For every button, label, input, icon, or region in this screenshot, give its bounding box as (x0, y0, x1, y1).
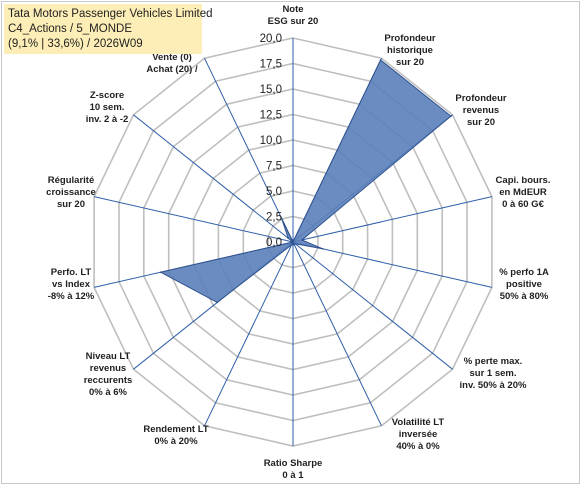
series-point (293, 244, 296, 246)
series-point (294, 243, 297, 245)
tick-label: 15,0 (260, 84, 282, 96)
series-area (159, 59, 452, 303)
series-point (292, 241, 294, 243)
axis-label-line: historique (387, 45, 433, 56)
series-point (322, 248, 324, 250)
axis-label-line: Vente (0) (152, 52, 192, 63)
axis-label-line: inversée (399, 429, 438, 440)
axis-label-line: Profondeur (384, 33, 435, 44)
axis-label-line: -8% à 12% (48, 291, 95, 302)
axis-label-line: Volatilité LT (392, 417, 445, 428)
axis-spoke (93, 196, 294, 243)
tick-label: 7,5 (266, 161, 282, 173)
axis-label-line: 0 à 1 (282, 470, 304, 481)
axis-label-line: inv. 2 à -2 (86, 114, 129, 125)
tick-label: 0,0 (266, 237, 282, 249)
axis-label-line: Ratio Sharpe (264, 458, 323, 469)
tick-label: 10,0 (260, 135, 282, 147)
series-point (290, 244, 293, 246)
axis-label-line: Rendement LT (143, 424, 208, 435)
axis-label-line: 0% à 20% (154, 436, 198, 447)
axis-label-line: sur 20 (57, 199, 85, 210)
axis-spoke (292, 196, 493, 243)
axis-spoke (292, 241, 453, 370)
axis-label-line: sur 1 sem. (470, 368, 517, 379)
axis-label-line: Régularité (48, 175, 94, 186)
axis-label-line: positive (506, 279, 542, 290)
axis-label-line: Profondeur (455, 93, 506, 104)
axis-label-line: 0% à 6% (89, 387, 128, 398)
series-point (450, 115, 452, 117)
series-point (280, 217, 283, 219)
axis-label-line: 10 sem. (90, 102, 125, 113)
axis-label-line: croissance (46, 187, 96, 198)
tick-label: 5,0 (266, 186, 282, 198)
axis-label-line: revenus (90, 363, 126, 374)
axis-label-line: sur 20 (396, 57, 424, 68)
axis-label-line: revenus (463, 105, 499, 116)
axis-label-line: Niveau LT (86, 351, 131, 362)
axis-label-line: ESG sur 20 (268, 16, 319, 27)
axis-label-line: Capi. bours. (496, 175, 551, 186)
tick-label: 20,0 (260, 33, 282, 45)
axis-spoke (204, 241, 294, 427)
portfolio-category: C4_Actions / 5_MONDE (8, 23, 132, 35)
series-point (301, 239, 303, 241)
company-name: Tata Motors Passenger Vehicles Limited (8, 8, 213, 20)
series-point (287, 237, 290, 239)
axis-label-line: Z-score (90, 90, 124, 101)
axis-label-line: 50% à 80% (500, 291, 549, 302)
axis-spoke (204, 57, 294, 243)
axis-label-line: 0 à 60 G€ (502, 199, 544, 210)
series-point (159, 271, 162, 274)
series-point (379, 59, 382, 61)
axis-label: % perte max.sur 1 sem.inv. 50% à 20% (460, 356, 527, 391)
axis-label-line: Achat (20) / (146, 64, 198, 75)
axis-label-line: 40% à 0% (396, 441, 440, 452)
axis-spoke (133, 114, 294, 243)
tick-label: 12,5 (260, 110, 282, 122)
axis-spoke (292, 241, 493, 288)
chart-title-box: Tata Motors Passenger Vehicles Limited C… (4, 4, 213, 54)
axis-label-line: sur 20 (467, 117, 495, 128)
series-point (216, 301, 218, 304)
axis-label-line: en MdEUR (499, 187, 547, 198)
axis-label-line: % perfo 1A (499, 267, 549, 278)
tick-label: 2,5 (266, 212, 282, 224)
radar-series (159, 59, 452, 304)
axis-label-line: reccurents (84, 375, 133, 386)
radar-ticks: 0,0 2,5 5,0 7,5 10,0 12,5 15,0 17,5 20,0 (260, 33, 282, 249)
axis-label-line: inv. 50% à 20% (460, 380, 527, 391)
performance-period: (9,1% | 33,6%) / 2026W09 (8, 38, 143, 50)
axis-label-line: Perfo. LT (51, 267, 92, 278)
axis-label-line: % perte max. (464, 356, 523, 367)
axis-spoke (292, 241, 382, 427)
axis-label: Rendement LT0% à 20% (143, 424, 208, 447)
axis-label-line: Note (282, 4, 303, 15)
axis-label-line: vs Index (52, 279, 91, 290)
tick-label: 17,5 (260, 59, 282, 71)
